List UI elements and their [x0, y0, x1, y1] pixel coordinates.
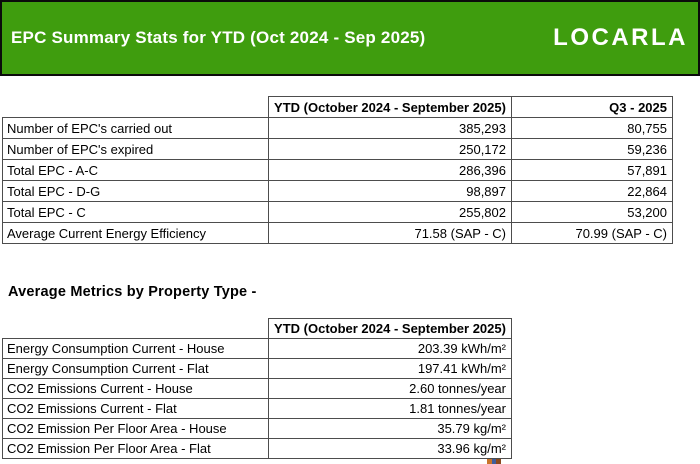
row-ytd-value: 71.58 (SAP - C) — [268, 222, 512, 244]
section-title-average-metrics: Average Metrics by Property Type - — [8, 284, 257, 300]
row-label: Energy Consumption Current - House — [2, 338, 269, 359]
table-row: CO2 Emission Per Floor Area - House 35.7… — [2, 418, 512, 439]
table-row: Number of EPC's carried out 385,293 80,7… — [2, 117, 673, 139]
summary-header-row: YTD (October 2024 - September 2025) Q3 -… — [2, 96, 673, 118]
row-label: Total EPC - C — [2, 201, 269, 223]
locarla-logo: LOCARLA — [553, 24, 688, 51]
row-ytd-value: 35.79 kg/m² — [268, 418, 512, 439]
row-label: Total EPC - D-G — [2, 180, 269, 202]
row-ytd-value: 2.60 tonnes/year — [268, 378, 512, 399]
report-header-banner: EPC Summary Stats for YTD (Oct 2024 - Se… — [0, 0, 700, 76]
row-label: CO2 Emission Per Floor Area - House — [2, 418, 269, 439]
row-ytd-value: 197.41 kWh/m² — [268, 358, 512, 379]
table-row: CO2 Emission Per Floor Area - Flat 33.96… — [2, 438, 512, 459]
row-ytd-value: 286,396 — [268, 159, 512, 181]
row-label: CO2 Emission Per Floor Area - Flat — [2, 438, 269, 459]
table-row: Total EPC - A-C 286,396 57,891 — [2, 159, 673, 181]
epc-summary-table: YTD (October 2024 - September 2025) Q3 -… — [2, 96, 673, 244]
row-ytd-value: 385,293 — [268, 117, 512, 139]
table-row: Total EPC - D-G 98,897 22,864 — [2, 180, 673, 202]
row-label: Energy Consumption Current - Flat — [2, 358, 269, 379]
page-title: EPC Summary Stats for YTD (Oct 2024 - Se… — [11, 28, 426, 47]
summary-header-empty-cell — [2, 96, 269, 118]
row-ytd-value: 33.96 kg/m² — [268, 438, 512, 459]
summary-header-q3: Q3 - 2025 — [511, 96, 673, 118]
table-row: Average Current Energy Efficiency 71.58 … — [2, 222, 673, 244]
row-label: Number of EPC's expired — [2, 138, 269, 160]
row-q3-value: 57,891 — [511, 159, 673, 181]
row-label: CO2 Emissions Current - House — [2, 378, 269, 399]
metrics-header-ytd: YTD (October 2024 - September 2025) — [268, 318, 512, 339]
row-q3-value: 70.99 (SAP - C) — [511, 222, 673, 244]
row-label: Average Current Energy Efficiency — [2, 222, 269, 244]
row-ytd-value: 1.81 tonnes/year — [268, 398, 512, 419]
row-ytd-value: 255,802 — [268, 201, 512, 223]
metrics-header-row: YTD (October 2024 - September 2025) — [2, 318, 512, 339]
row-q3-value: 80,755 — [511, 117, 673, 139]
table-row: Energy Consumption Current - Flat 197.41… — [2, 358, 512, 379]
row-q3-value: 53,200 — [511, 201, 673, 223]
table-row: Total EPC - C 255,802 53,200 — [2, 201, 673, 223]
row-label: Number of EPC's carried out — [2, 117, 269, 139]
row-label: CO2 Emissions Current - Flat — [2, 398, 269, 419]
row-q3-value: 22,864 — [511, 180, 673, 202]
row-ytd-value: 250,172 — [268, 138, 512, 160]
summary-header-ytd: YTD (October 2024 - September 2025) — [268, 96, 512, 118]
average-metrics-table: YTD (October 2024 - September 2025) Ener… — [2, 318, 512, 459]
row-label: Total EPC - A-C — [2, 159, 269, 181]
table-row: CO2 Emissions Current - House 2.60 tonne… — [2, 378, 512, 399]
table-row: CO2 Emissions Current - Flat 1.81 tonnes… — [2, 398, 512, 419]
table-row: Energy Consumption Current - House 203.3… — [2, 338, 512, 359]
row-ytd-value: 98,897 — [268, 180, 512, 202]
row-ytd-value: 203.39 kWh/m² — [268, 338, 512, 359]
row-q3-value: 59,236 — [511, 138, 673, 160]
metrics-header-empty-cell — [2, 318, 269, 339]
table-row: Number of EPC's expired 250,172 59,236 — [2, 138, 673, 160]
cropped-icon-fragment — [487, 459, 502, 464]
